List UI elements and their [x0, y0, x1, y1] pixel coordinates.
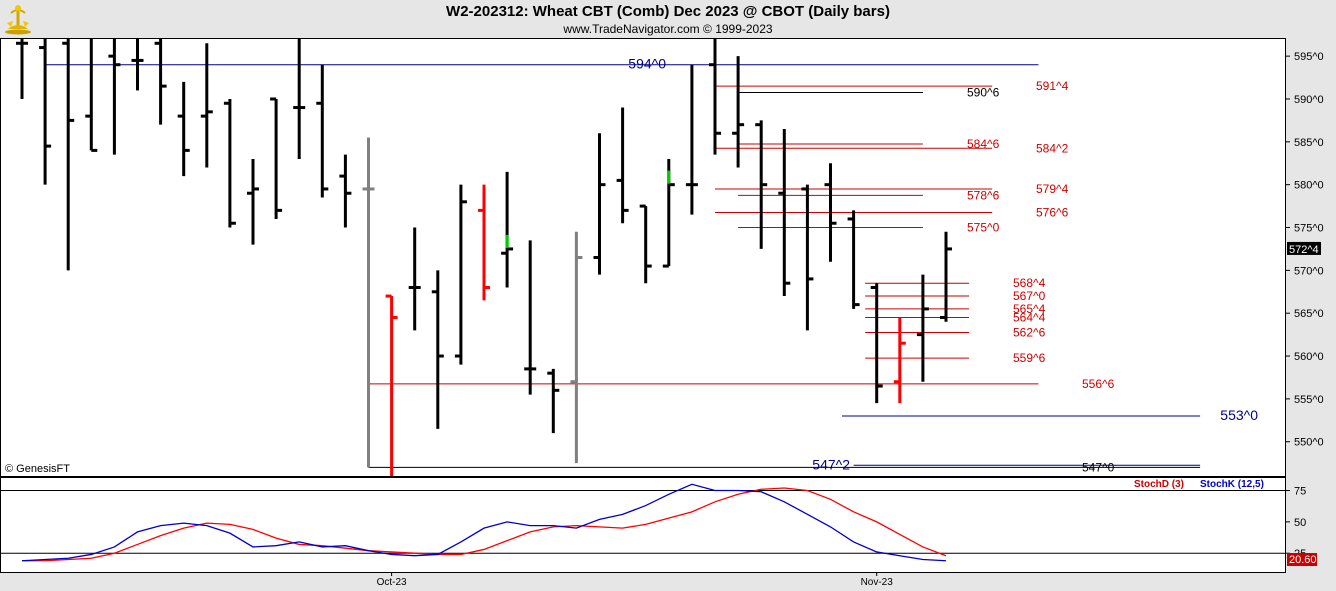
price-tick-label-590: 590^0 [1294, 94, 1324, 106]
level-label-547-0: 547^0 [1082, 460, 1115, 474]
level-label-547-2: 547^2 [812, 456, 850, 472]
price-tick-label-575: 575^0 [1294, 223, 1324, 235]
level-label-568-4: 568^4 [1013, 276, 1046, 290]
stochastic-panel [1, 483, 1285, 562]
stochk-legend-label: StochK (12,5) [1200, 479, 1264, 490]
price-panel-frame [0, 38, 1286, 477]
chart-subtitle: www.TradeNavigator.com © 1999-2023 [563, 22, 773, 36]
level-label-578-6: 578^6 [967, 188, 1000, 202]
stochastic-panel-frame [0, 477, 1286, 573]
last-price-marker: 572^4 [1287, 241, 1321, 256]
stoch-tick-label-75: 75 [1294, 486, 1306, 498]
price-tick-label-550: 550^0 [1294, 437, 1324, 449]
price-tick-label-595: 595^0 [1294, 51, 1324, 63]
stochk-line [21, 483, 947, 562]
price-axis: 550^0 555^0 560^0 565^0 570^0 575^0 580^0 585^0… [1285, 51, 1324, 560]
date-label-oct-23: Oct-23 [377, 577, 407, 588]
level-label-594-0: 594^0 [628, 56, 666, 72]
price-tick-label-555: 555^0 [1294, 394, 1324, 406]
price-tick-label-585: 585^0 [1294, 137, 1324, 149]
level-label-553-0: 553^0 [1220, 407, 1258, 423]
price-tick-label-580: 580^0 [1294, 180, 1324, 192]
chart-header: W2-202312: Wheat CBT (Comb) Dec 2023 @ C… [0, 0, 1336, 38]
stochd-line [22, 487, 947, 562]
level-label-556-6: 556^6 [1082, 377, 1115, 391]
last-price-label: 572^4 [1289, 244, 1319, 256]
stoch-last-value-label: 20.60 [1289, 554, 1317, 566]
chart-title: W2-202312: Wheat CBT (Comb) Dec 2023 @ C… [446, 3, 890, 20]
level-label-559-6: 559^6 [1013, 351, 1046, 365]
level-label-591-4: 591^4 [1036, 79, 1069, 93]
price-tick-label-560: 560^0 [1294, 351, 1324, 363]
date-axis: Oct-23 Nov-23 [377, 572, 894, 588]
date-label-nov-23: Nov-23 [861, 577, 894, 588]
level-label-564-4: 564^4 [1013, 310, 1046, 324]
level-label-579-4: 579^4 [1036, 182, 1069, 196]
level-label-590-6: 590^6 [967, 86, 1000, 100]
level-label-565-4: 565^4 [1013, 302, 1046, 316]
date-axis-panel [0, 573, 1336, 591]
level-label-584-2: 584^2 [1036, 141, 1069, 155]
price-bars [16, 39, 952, 476]
gold-trophy-logo-icon [3, 3, 33, 40]
price-tick-label-570: 570^0 [1294, 265, 1324, 277]
level-label-584-6: 584^6 [967, 137, 1000, 151]
stochd-legend-label: StochD (3) [1134, 479, 1184, 490]
stoch-tick-label-50: 50 [1294, 517, 1306, 529]
level-label-576-6: 576^6 [1036, 206, 1069, 220]
right-axis-panel [1286, 38, 1336, 591]
level-label-567-0: 567^0 [1013, 289, 1046, 303]
stoch-legend: StochD (3) StochK (12,5) [1134, 479, 1264, 490]
price-tick-label-565: 565^0 [1294, 308, 1324, 320]
level-label-562-6: 562^6 [1013, 325, 1046, 339]
stoch-last-value-marker: 20.60 [1287, 553, 1317, 566]
level-label-575-0: 575^0 [967, 221, 1000, 235]
genesis-watermark: © GenesisFT [5, 463, 70, 475]
